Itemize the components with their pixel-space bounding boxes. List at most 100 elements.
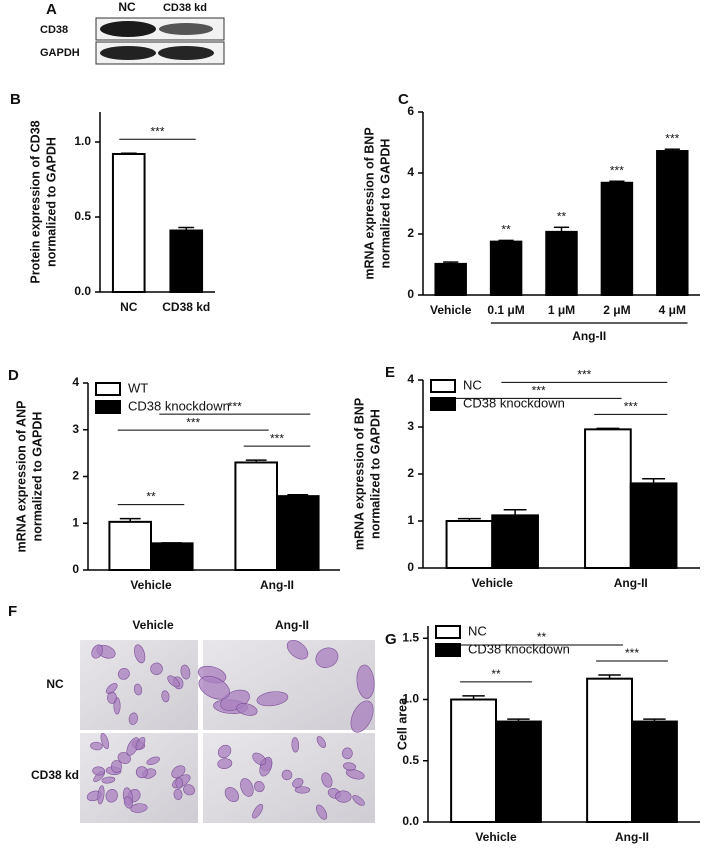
x-tick-label: Ang-II [615, 830, 649, 844]
y-tick-label: 2 [407, 466, 414, 480]
y-tick-label: 1 [72, 515, 79, 529]
panel-letter: D [8, 367, 19, 384]
y-axis-label: normalized to GAPDH [44, 137, 58, 267]
panel-letter: A [46, 1, 57, 18]
y-axis-label: mRNA expression of ANP [14, 401, 28, 553]
bracket-label: ** [491, 667, 501, 681]
row-label: CD38 [40, 24, 68, 36]
row-label: NC [46, 677, 64, 691]
cell [217, 758, 233, 769]
bracket-label: *** [150, 124, 164, 138]
cell [90, 741, 103, 751]
bar [111, 153, 146, 293]
cell [343, 762, 357, 771]
y-tick-label: 0.0 [74, 284, 91, 298]
x-tick-label: 4 μM [659, 303, 686, 317]
significance-label: *** [665, 131, 679, 145]
panel-letter: G [385, 631, 397, 648]
cell [183, 784, 195, 796]
cell [91, 644, 104, 659]
y-tick-label: 1.0 [74, 134, 91, 148]
bracket-label: *** [270, 431, 284, 445]
bar [234, 461, 278, 572]
y-axis-label: Cell area [395, 697, 409, 750]
group-label: Ang-II [572, 329, 606, 343]
x-tick-label: Vehicle [430, 303, 472, 317]
panel-letter: C [398, 91, 409, 108]
bar [491, 514, 539, 569]
cell [252, 752, 267, 766]
y-tick-label: 2 [72, 469, 79, 483]
y-axis-label: mRNA expression of BNP [352, 398, 366, 550]
cell [128, 712, 138, 725]
cell [97, 785, 105, 805]
legend-swatch [435, 643, 461, 657]
y-tick-label: 0 [72, 562, 79, 576]
cell [236, 703, 258, 716]
legend-swatch [435, 625, 461, 639]
bracket-label: ** [537, 630, 547, 644]
cell [134, 644, 146, 664]
x-tick-label: Vehicle [472, 576, 514, 590]
bracket-label: *** [624, 400, 638, 414]
cell [217, 744, 232, 759]
y-tick-label: 0.5 [402, 753, 419, 767]
bar [600, 181, 634, 296]
blot-panel: A NC CD38 kd CD38 GAPDH [40, 0, 225, 65]
x-tick-label: 1 μM [548, 303, 575, 317]
bracket-label: *** [186, 415, 200, 429]
lane-label: NC [118, 0, 136, 14]
cell [173, 788, 183, 800]
y-tick-label: 4 [407, 372, 414, 386]
blot-band [159, 23, 213, 35]
significance-label: ** [557, 209, 567, 223]
x-tick-label: 2 μM [603, 303, 630, 317]
y-axis-label: normalized to GAPDH [368, 409, 382, 539]
bar [584, 428, 632, 569]
y-axis-label: normalized to GAPDH [30, 412, 44, 542]
y-tick-label: 0 [407, 287, 414, 301]
y-axis-label: mRNA expression of BNP [362, 127, 376, 279]
legend-swatch [430, 397, 456, 411]
y-tick-label: 0.0 [402, 814, 419, 828]
y-axis-label: Protein expression of CD38 [28, 120, 42, 283]
column-label: Ang-II [275, 618, 309, 632]
cell [342, 747, 353, 760]
bar [169, 229, 204, 293]
cells [86, 640, 375, 820]
bracket-label: *** [228, 399, 242, 413]
cell [175, 777, 183, 789]
blot-band [100, 21, 156, 37]
x-tick-label: NC [120, 300, 138, 314]
legend-swatch [95, 382, 121, 396]
cell [316, 804, 328, 820]
column-label: Vehicle [132, 618, 174, 632]
bar [495, 720, 542, 823]
cell [321, 772, 333, 788]
cell [130, 803, 148, 813]
bar [656, 150, 689, 296]
bracket-label: *** [577, 368, 591, 382]
significance-label: *** [610, 163, 624, 177]
y-tick-label: 3 [72, 422, 79, 436]
bar [434, 262, 467, 297]
cell [117, 752, 131, 764]
bar [276, 495, 320, 572]
cell [105, 788, 118, 803]
blot-band [100, 46, 156, 60]
panel-letter: E [385, 364, 395, 381]
legend-swatch [430, 379, 456, 393]
legend-label: CD38 knockdown [128, 398, 230, 413]
cell [240, 778, 254, 797]
legend-label: CD38 knockdown [463, 395, 565, 410]
cell [161, 690, 170, 703]
bar [108, 520, 152, 571]
cell [345, 769, 365, 780]
cell [133, 683, 143, 696]
cell [291, 737, 300, 753]
y-tick-label: 6 [407, 104, 414, 118]
row-label: GAPDH [40, 47, 80, 59]
cell [286, 640, 309, 660]
legend-label: WT [128, 380, 148, 395]
cell [123, 796, 133, 809]
